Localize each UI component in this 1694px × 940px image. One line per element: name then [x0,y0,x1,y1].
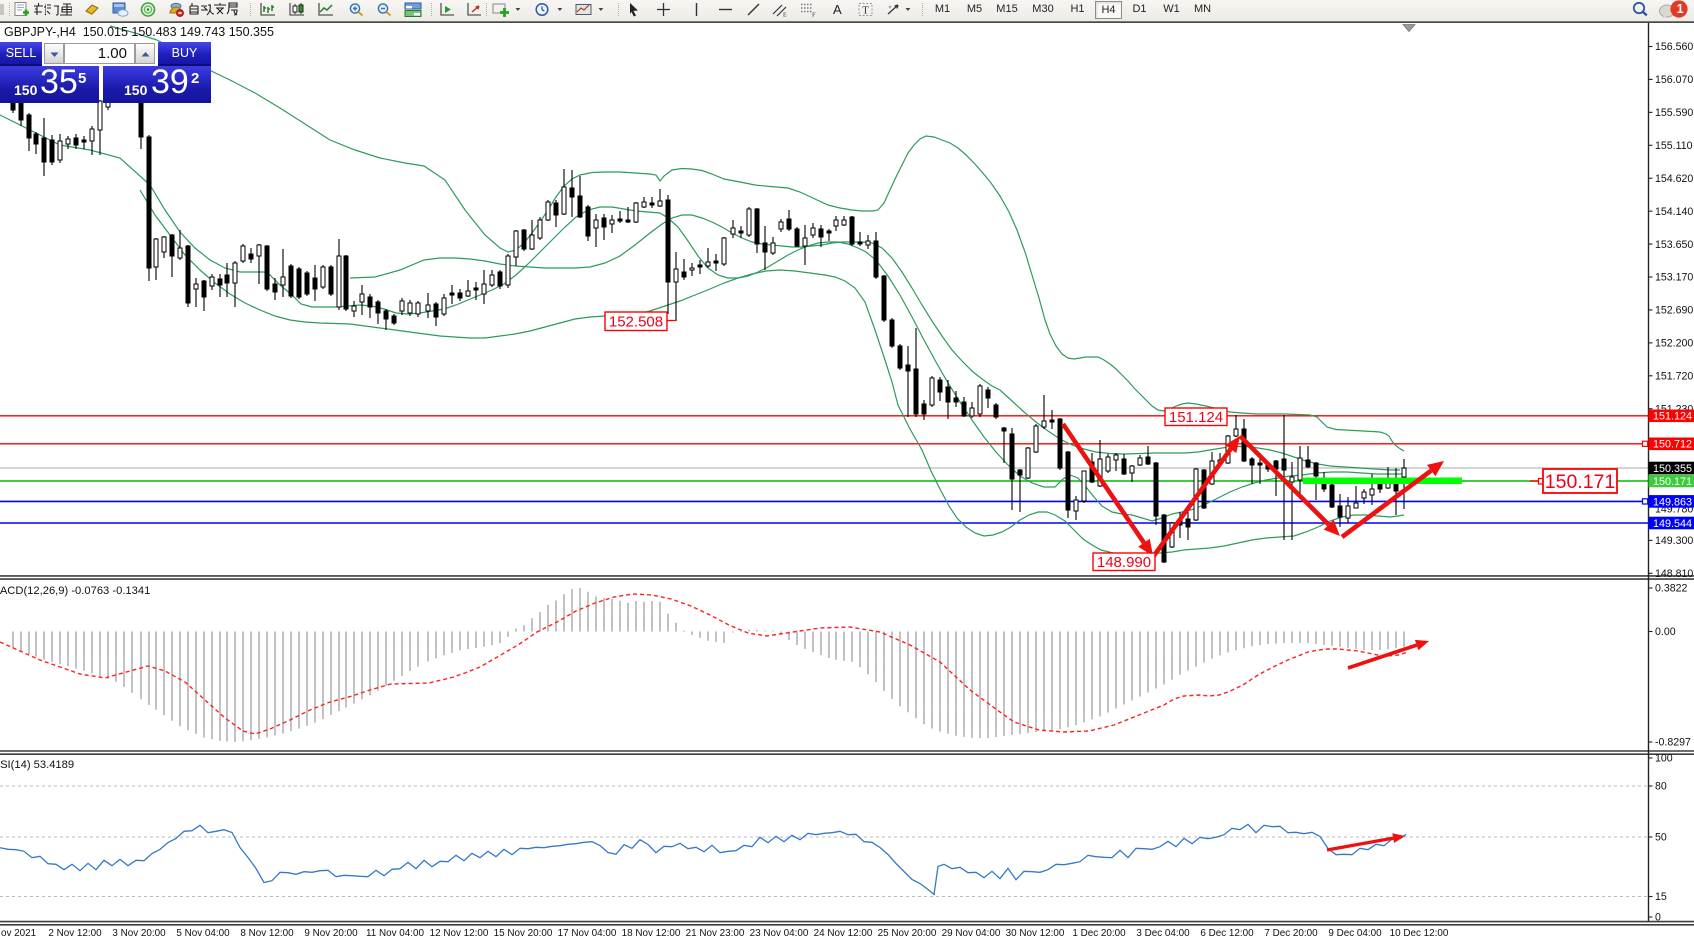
svg-text:156.070: 156.070 [1655,74,1693,86]
svg-text:153.650: 153.650 [1655,239,1693,251]
svg-text:RSI(14) 53.4189: RSI(14) 53.4189 [0,759,74,771]
svg-text:150.171: 150.171 [1545,471,1616,493]
svg-text:150.712: 150.712 [1653,439,1692,451]
svg-text:151.124: 151.124 [1653,411,1692,423]
svg-text:24 Nov 12:00: 24 Nov 12:00 [814,928,873,939]
svg-text:151.720: 151.720 [1655,371,1693,383]
svg-text:7 Dec 20:00: 7 Dec 20:00 [1264,928,1318,939]
svg-text:6 Dec 12:00: 6 Dec 12:00 [1200,928,1254,939]
svg-text:150.355: 150.355 [1653,463,1692,475]
svg-text:T: T [862,6,869,17]
svg-text:5 Nov 04:00: 5 Nov 04:00 [176,928,230,939]
svg-text:3 Dec 04:00: 3 Dec 04:00 [1136,928,1190,939]
svg-text:18 Nov 12:00: 18 Nov 12:00 [622,928,681,939]
svg-text:152.508: 152.508 [609,314,663,331]
svg-text:10 Dec 12:00: 10 Dec 12:00 [1390,928,1449,939]
svg-text:8 Nov 12:00: 8 Nov 12:00 [240,928,294,939]
svg-text:154.620: 154.620 [1655,173,1693,185]
svg-text:30 Nov 12:00: 30 Nov 12:00 [1006,928,1065,939]
svg-text:3 Nov 20:00: 3 Nov 20:00 [112,928,166,939]
svg-text:ov 2021: ov 2021 [1,928,37,939]
svg-text:148.990: 148.990 [1097,554,1151,571]
svg-text:155.110: 155.110 [1655,140,1693,152]
svg-text:9 Nov 20:00: 9 Nov 20:00 [304,928,358,939]
svg-text:0: 0 [1655,912,1661,924]
svg-text:155.590: 155.590 [1655,107,1693,119]
svg-text:150.171: 150.171 [1653,476,1692,488]
svg-text:21 Nov 23:00: 21 Nov 23:00 [686,928,745,939]
svg-text:149.544: 149.544 [1653,518,1692,530]
svg-text:0.3822: 0.3822 [1655,583,1688,595]
svg-text:156.560: 156.560 [1655,41,1693,53]
svg-text:12 Nov 12:00: 12 Nov 12:00 [430,928,489,939]
svg-text:29 Nov 04:00: 29 Nov 04:00 [942,928,1001,939]
svg-text:149.863: 149.863 [1653,496,1692,508]
svg-text:15: 15 [1655,891,1667,903]
svg-text:17 Nov 04:00: 17 Nov 04:00 [558,928,617,939]
svg-text:1: 1 [1677,2,1684,16]
svg-text:152.200: 152.200 [1655,338,1693,350]
svg-text:15 Nov 20:00: 15 Nov 20:00 [494,928,553,939]
svg-text:153.170: 153.170 [1655,272,1693,284]
svg-text:MACD(12,26,9) -0.0763 -0.1341: MACD(12,26,9) -0.0763 -0.1341 [0,585,150,597]
svg-text:0.00: 0.00 [1655,626,1676,638]
svg-text:11 Nov 04:00: 11 Nov 04:00 [366,928,425,939]
svg-text:151.124: 151.124 [1169,409,1223,426]
svg-text:148.810: 148.810 [1655,568,1693,580]
svg-text:1 Dec 20:00: 1 Dec 20:00 [1072,928,1126,939]
svg-text:F: F [812,12,816,18]
svg-text:100: 100 [1655,753,1673,765]
svg-text:-0.8297: -0.8297 [1655,737,1691,749]
svg-text:23 Nov 04:00: 23 Nov 04:00 [750,928,809,939]
svg-text:80: 80 [1655,781,1667,793]
svg-text:25 Nov 20:00: 25 Nov 20:00 [878,928,937,939]
svg-text:149.300: 149.300 [1655,535,1693,547]
svg-text:E: E [783,13,787,18]
svg-text:2 Nov 12:00: 2 Nov 12:00 [48,928,102,939]
svg-text:154.140: 154.140 [1655,206,1693,218]
svg-text:50: 50 [1655,832,1667,844]
svg-text:9 Dec 04:00: 9 Dec 04:00 [1328,928,1382,939]
svg-text:152.690: 152.690 [1655,305,1693,317]
